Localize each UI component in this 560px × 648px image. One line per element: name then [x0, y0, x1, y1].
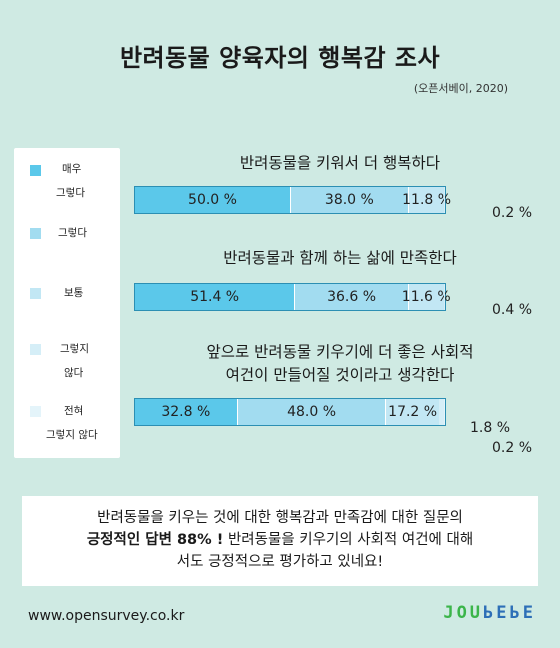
legend: 매우 그렇다 그렇다 보통 그렇지 않다 전혀 그렇지 않다 — [14, 148, 120, 458]
source-note: (오픈서베이, 2020) — [413, 82, 508, 95]
legend-label: 전혀 — [64, 405, 84, 417]
legend-label: 그렇지 — [60, 343, 89, 355]
summary-line: 반려동물을 키우는 것에 대한 행복감과 만족감에 대한 질문의 — [97, 510, 463, 526]
website-link[interactable]: www.opensurvey.co.kr — [28, 608, 185, 624]
bar-segment: 48.0 % — [236, 399, 386, 425]
summary-line: 긍정적인 답변 88% ! 반려동물을 키우기의 사회적 여건에 대해 — [22, 529, 538, 551]
legend-label: 그렇지 않다 — [46, 429, 98, 441]
legend-swatch — [30, 165, 41, 176]
legend-swatch — [30, 406, 41, 417]
legend-label: 그렇다 — [58, 227, 87, 239]
legend-label: 매우 — [62, 163, 82, 175]
segment-label: 32.8 % — [161, 404, 211, 420]
bar-segment: 36.6 % — [294, 284, 408, 310]
legend-label: 보통 — [64, 287, 84, 299]
stacked-bar: 50.0 % 38.0 % 11.8 % — [134, 186, 451, 214]
bar-segment: 50.0 % — [135, 187, 290, 213]
summary-box: 반려동물을 키우는 것에 대한 행복감과 만족감에 대한 질문의 긍정적인 답변… — [22, 496, 538, 586]
bar-segment: 32.8 % — [135, 399, 237, 425]
summary-line: 서도 긍정적으로 평가하고 있네요! — [176, 554, 384, 570]
summary-highlight: 긍정적인 답변 88% ! — [86, 532, 224, 548]
segment-label: 11.8 % — [402, 192, 452, 208]
data-label: 0.2 % — [492, 205, 533, 221]
legend-swatch — [30, 288, 41, 299]
data-label: 0.4 % — [492, 302, 533, 318]
segment-label: 38.0 % — [324, 192, 374, 208]
segment-label: 11.6 % — [401, 289, 451, 305]
bar-segment — [438, 399, 445, 425]
data-label: 1.8 % — [470, 420, 511, 436]
data-label: 0.2 % — [492, 440, 533, 456]
segment-label: 51.4 % — [190, 289, 240, 305]
brand-logo: JOUЬΕЬΕ — [443, 603, 536, 623]
summary-text: 반려동물을 키우기의 사회적 여건에 대해 — [223, 532, 474, 548]
chart-title: 반려동물과 함께 하는 삶에 만족한다 — [223, 249, 457, 267]
segment-label: 50.0 % — [188, 192, 237, 208]
bar-segment: 17.2 % — [385, 399, 439, 425]
stacked-bar: 51.4 % 36.6 % 11.6 % — [134, 283, 451, 311]
bar-segment: 11.6 % — [402, 284, 451, 310]
logo-text: ЬΕЬΕ — [483, 603, 536, 623]
chart-title: 반려동물을 키워서 더 행복하다 — [239, 154, 441, 172]
legend-label: 그렇다 — [56, 187, 85, 199]
legend-swatch — [30, 344, 41, 355]
bar-segment: 38.0 % — [290, 187, 408, 213]
page-title: 반려동물 양육자의 행복감 조사 — [119, 44, 441, 72]
segment-label: 36.6 % — [327, 289, 377, 305]
bar-segment: 11.8 % — [402, 187, 451, 213]
bar-segment — [443, 284, 445, 310]
legend-swatch — [30, 228, 41, 239]
chart-title: 앞으로 반려동물 키우기에 더 좋은 사회적 — [206, 343, 474, 361]
legend-label: 않다 — [64, 367, 84, 379]
bar-segment — [444, 399, 445, 425]
bar-segment: 51.4 % — [135, 284, 295, 310]
logo-text: JOU — [443, 603, 484, 623]
bar-segment — [444, 187, 445, 213]
segment-label: 48.0 % — [287, 404, 337, 420]
segment-label: 17.2 % — [388, 404, 438, 420]
chart-title: 여건이 만들어질 것이라고 생각한다 — [225, 366, 455, 384]
stacked-bar: 32.8 % 48.0 % 17.2 % — [134, 398, 446, 426]
